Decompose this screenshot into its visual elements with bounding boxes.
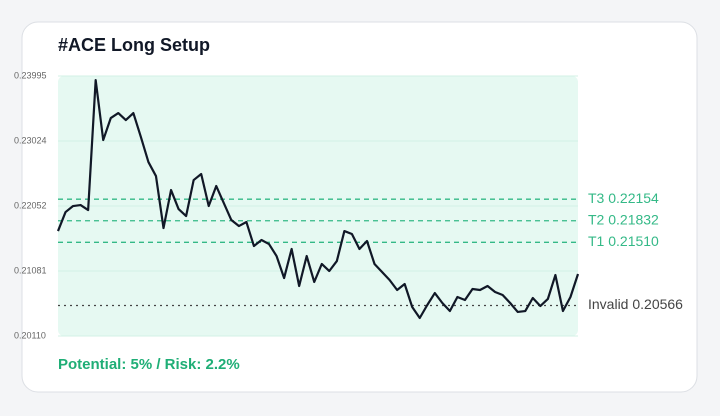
level-label: Invalid 0.20566: [588, 296, 683, 312]
chart-title: #ACE Long Setup: [58, 35, 210, 55]
level-label: T3 0.22154: [588, 190, 659, 206]
level-label: T1 0.21510: [588, 233, 659, 249]
annotation: Potential: 5% / Risk: 2.2%: [58, 356, 240, 373]
y-tick-label: 0.23995: [14, 70, 47, 80]
y-tick-label: 0.23024: [14, 135, 47, 145]
level-label: T2 0.21832: [588, 211, 659, 227]
price-line: [56, 78, 580, 320]
y-tick-label: 0.21081: [14, 265, 47, 275]
y-tick-label: 0.20110: [14, 330, 46, 340]
y-tick-label: 0.22052: [14, 200, 47, 210]
